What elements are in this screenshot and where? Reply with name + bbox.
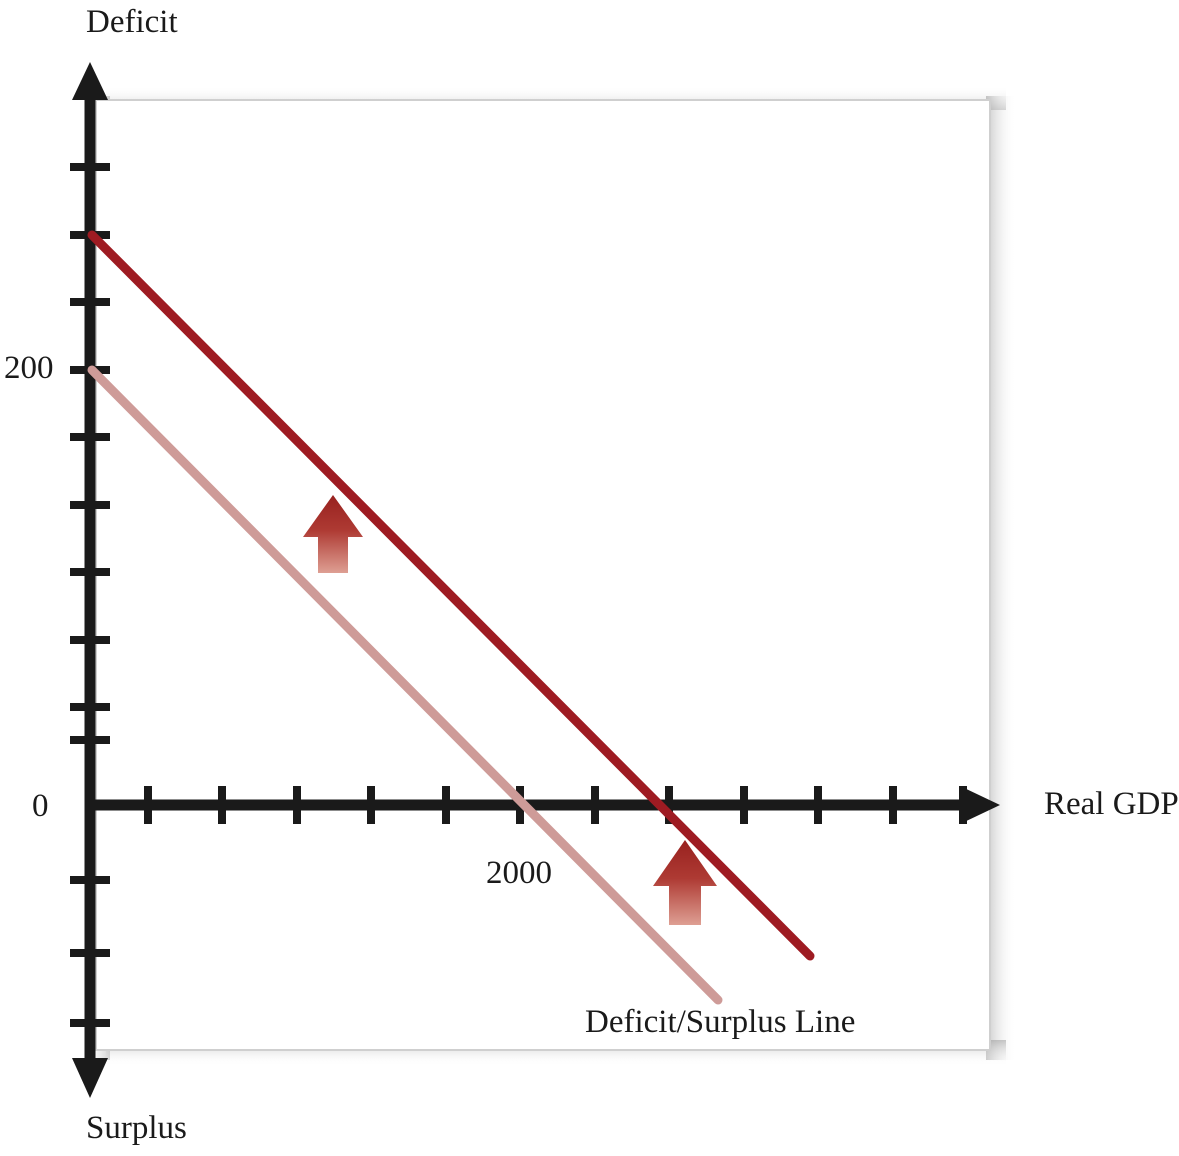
series-label: Deficit/Surplus Line (585, 1004, 856, 1040)
arrow-up-icon (653, 840, 717, 925)
series-line-original (87, 365, 723, 1005)
plot-area-panel (82, 86, 1016, 1066)
y-axis-tick-label-200: 200 (4, 350, 54, 386)
axis-arrowhead-right-icon (960, 786, 1000, 824)
y-axis-bottom-label: Surplus (86, 1110, 187, 1146)
axis-arrowhead-up-icon (72, 62, 108, 100)
x-axis-tick-label-2000: 2000 (486, 855, 552, 891)
y-axis (70, 62, 110, 1098)
y-axis-top-label: Deficit (86, 4, 178, 40)
series-line-shifted (87, 230, 815, 961)
axis-arrowhead-down-icon (72, 1058, 108, 1098)
y-axis-tick-label-zero: 0 (32, 788, 49, 824)
arrow-up-icon (303, 495, 363, 573)
x-axis-label: Real GDP (1044, 786, 1179, 822)
